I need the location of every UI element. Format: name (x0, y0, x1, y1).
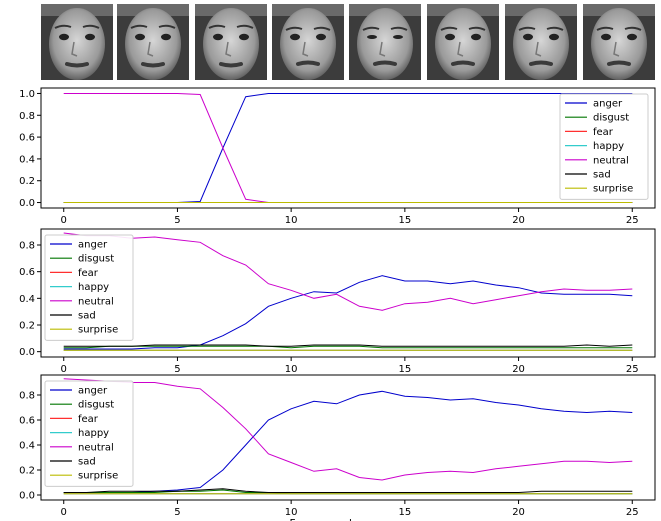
legend: anger disgust fear happy neutral sad surprise (44, 380, 134, 487)
chart-3: 0 5 10 15 20 25 0.0 0.2 0.4 0.6 0.8 Frame number ang… (19, 374, 656, 521)
y-tick-label: 0.8 (19, 241, 35, 252)
plot-frame (40, 87, 656, 209)
legend-box (44, 380, 134, 487)
emotion-probability-plots: 0 5 10 15 20 25 0.0 0.2 0.4 0.6 0.8 1.0 anger disgust… (19, 87, 656, 521)
x-tick-label: 10 (285, 507, 298, 518)
face-frame-3 (195, 4, 267, 80)
x-tick-label: 5 (174, 364, 180, 375)
legend-label-disgust: disgust (78, 400, 114, 411)
y-tick-label: 0.4 (19, 294, 35, 305)
series-line-neutral (63, 93, 633, 203)
x-tick-label: 15 (398, 215, 411, 226)
series-line-disgust (63, 345, 633, 349)
x-axis-label: Frame number (289, 518, 367, 521)
legend: anger disgust fear happy neutral sad surprise (44, 234, 134, 341)
legend-label-happy: happy (78, 282, 109, 293)
legend-label-fear: fear (78, 414, 99, 425)
x-tick-label: 5 (174, 215, 180, 226)
x-tick-label: 15 (398, 364, 411, 375)
series-line-neutral (63, 378, 633, 481)
legend-label-disgust: disgust (78, 254, 114, 265)
y-tick-label: 0.0 (19, 491, 35, 502)
legend: anger disgust fear happy neutral sad surprise (559, 93, 649, 200)
x-tick-label: 0 (61, 507, 67, 518)
legend-label-anger: anger (78, 386, 108, 397)
plot-frame (40, 374, 656, 501)
series-line-anger (63, 93, 633, 203)
x-tick-label: 10 (285, 364, 298, 375)
x-tick-label: 0 (61, 215, 67, 226)
y-tick-label: 0.6 (19, 267, 35, 278)
series-line-sad (63, 344, 633, 347)
series-line-anger (63, 275, 633, 350)
x-tick-label: 5 (174, 507, 180, 518)
y-tick-label: 0.0 (19, 198, 35, 209)
legend-label-sad: sad (593, 170, 611, 181)
face-frame-5 (349, 4, 421, 80)
legend-label-happy: happy (78, 428, 109, 439)
y-tick-label: 0.6 (19, 416, 35, 427)
y-tick-label: 0.4 (19, 441, 35, 452)
face-frame-8 (583, 4, 655, 80)
legend-label-fear: fear (593, 127, 614, 138)
x-tick-label: 25 (626, 215, 639, 226)
legend-box (559, 93, 649, 200)
y-tick-label: 0.4 (19, 154, 35, 165)
face-frame-1 (41, 4, 113, 80)
legend-label-happy: happy (593, 141, 624, 152)
face-frame-4 (272, 4, 344, 80)
face-frame-6 (427, 4, 499, 80)
series-line-sad (63, 488, 633, 493)
x-tick-label: 25 (626, 507, 639, 518)
chart-1: 0 5 10 15 20 25 0.0 0.2 0.4 0.6 0.8 1.0 anger disgust… (19, 87, 656, 226)
legend-label-surprise: surprise (78, 325, 118, 336)
legend-label-neutral: neutral (78, 442, 114, 453)
legend-label-sad: sad (78, 311, 96, 322)
series-line-anger (63, 390, 633, 493)
legend-label-neutral: neutral (593, 155, 629, 166)
y-tick-label: 1.0 (19, 89, 35, 100)
y-tick-label: 0.6 (19, 133, 35, 144)
legend-label-anger: anger (593, 99, 623, 110)
face-frame-7 (505, 4, 577, 80)
plot-frame (40, 228, 656, 358)
legend-label-neutral: neutral (78, 296, 114, 307)
x-tick-label: 20 (512, 364, 525, 375)
legend-label-fear: fear (78, 268, 99, 279)
legend-label-surprise: surprise (593, 184, 633, 195)
legend-label-anger: anger (78, 240, 108, 251)
y-tick-label: 0.0 (19, 347, 35, 358)
face-frames-strip (0, 0, 661, 82)
chart-2: 0 5 10 15 20 25 0.0 0.2 0.4 0.6 0.8 anger disgust fea… (19, 228, 656, 375)
y-tick-label: 0.2 (19, 321, 35, 332)
legend-label-sad: sad (78, 457, 96, 468)
series-line-neutral (63, 232, 633, 311)
face-frame-2 (117, 4, 189, 80)
legend-label-disgust: disgust (593, 113, 629, 124)
x-tick-label: 10 (285, 215, 298, 226)
x-tick-label: 15 (398, 507, 411, 518)
x-tick-label: 25 (626, 364, 639, 375)
x-tick-label: 20 (512, 507, 525, 518)
x-tick-label: 0 (61, 364, 67, 375)
y-tick-label: 0.2 (19, 176, 35, 187)
y-tick-label: 0.2 (19, 466, 35, 477)
legend-box (44, 234, 134, 341)
legend-label-surprise: surprise (78, 471, 118, 482)
y-tick-label: 0.8 (19, 111, 35, 122)
x-tick-label: 20 (512, 215, 525, 226)
y-tick-label: 0.8 (19, 391, 35, 402)
